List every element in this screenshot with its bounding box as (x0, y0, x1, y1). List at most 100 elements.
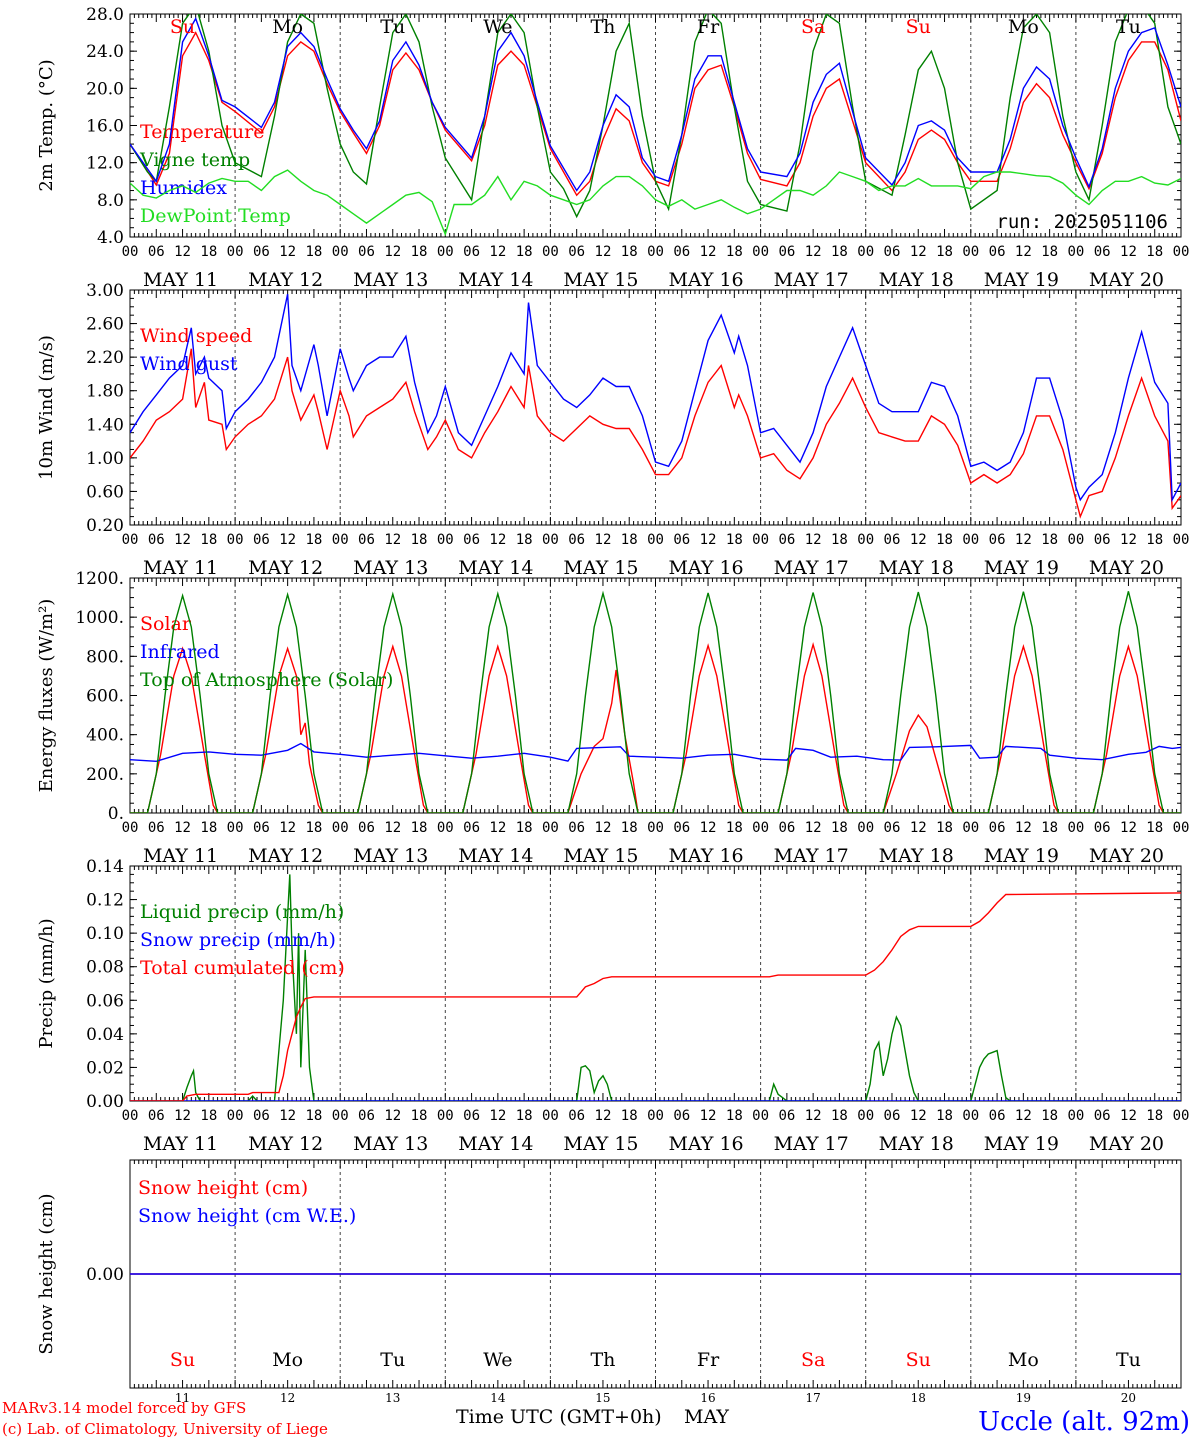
x-hour-label: 18 (200, 1108, 217, 1124)
x-hour-label: 18 (516, 1108, 533, 1124)
legend-entry: DewPoint Temp (140, 205, 291, 227)
x-hour-label: 18 (1146, 1108, 1163, 1124)
x-hour-label: 00 (647, 244, 664, 260)
x-hour-label: 00 (752, 532, 769, 548)
y-tick-label: 0.20 (86, 516, 124, 536)
x-day-label: MAY 11 (143, 269, 218, 291)
x-hour-label: 12 (1120, 1108, 1137, 1124)
x-hour-label: 12 (700, 1108, 717, 1124)
series-line-liquid-precip-mm-h- (130, 874, 1181, 1101)
x-hour-label: 18 (411, 244, 428, 260)
legend-entry: Snow height (cm) (138, 1177, 308, 1199)
y-tick-label: 0.14 (86, 857, 124, 877)
x-hour-label: 12 (1120, 244, 1137, 260)
x-day-label: MAY 17 (774, 557, 849, 579)
weekday-label: Fr (697, 16, 720, 38)
x-hour-label: 06 (568, 532, 585, 548)
x-hour-label: 00 (752, 1108, 769, 1124)
x-hour-label: 18 (1041, 244, 1058, 260)
x-day-label: MAY 12 (248, 1133, 323, 1155)
legend-entry: Solar (140, 613, 192, 635)
y-tick-label: 0.06 (86, 991, 124, 1011)
weekday-label: We (483, 1349, 512, 1371)
x-day-label: MAY 19 (984, 269, 1059, 291)
x-hour-label: 18 (1041, 1108, 1058, 1124)
x-hour-label: 00 (122, 532, 139, 548)
x-hour-label: 12 (174, 1108, 191, 1124)
x-hour-label: 18 (936, 532, 953, 548)
x-day-label: MAY 15 (563, 269, 638, 291)
x-day-label: MAY 16 (668, 845, 743, 867)
x-hour-label: 06 (673, 532, 690, 548)
day-number-label: 17 (806, 1391, 821, 1405)
x-hour-label: 06 (778, 820, 795, 836)
series-line-temperature (130, 31, 1181, 197)
x-hour-label: 18 (831, 532, 848, 548)
series-line-total-cumulated-cm- (130, 892, 1181, 1101)
x-hour-label: 12 (910, 532, 927, 548)
x-hour-label: 00 (227, 1108, 244, 1124)
x-hour-label: 00 (857, 820, 874, 836)
day-number-label: 18 (911, 1391, 926, 1405)
x-day-label: MAY 18 (879, 557, 954, 579)
y-tick-label: 4.0 (97, 228, 124, 248)
y-tick-label: 0.60 (86, 482, 124, 502)
x-hour-label: 06 (253, 1108, 270, 1124)
y-tick-label: 0.08 (86, 958, 124, 978)
weekday-label: Tu (1116, 16, 1141, 38)
x-hour-label: 18 (1041, 532, 1058, 548)
y-tick-label: 0.10 (86, 924, 124, 944)
day-number-label: 20 (1121, 1391, 1136, 1405)
x-day-label: MAY 13 (353, 269, 428, 291)
y-axis-label: 10m Wind (m/s) (36, 335, 57, 480)
x-day-label: MAY 14 (458, 557, 533, 579)
x-hour-label: 18 (936, 244, 953, 260)
x-hour-label: 00 (1173, 820, 1190, 836)
x-hour-label: 18 (200, 820, 217, 836)
x-hour-label: 12 (1015, 1108, 1032, 1124)
legend-entry: Wind speed (140, 325, 252, 347)
x-hour-label: 18 (936, 1108, 953, 1124)
x-hour-label: 12 (910, 820, 927, 836)
x-hour-label: 00 (1173, 532, 1190, 548)
legend-entry: Snow height (cm W.E.) (138, 1205, 356, 1227)
x-day-label: MAY 20 (1089, 1133, 1164, 1155)
x-hour-label: 12 (700, 532, 717, 548)
y-tick-label: 2.20 (86, 348, 124, 368)
legend-entry: Temperature (140, 121, 264, 143)
x-hour-label: 12 (279, 532, 296, 548)
y-tick-label: 16.0 (86, 117, 124, 137)
series-line-dewpoint-temp (130, 169, 1181, 237)
x-hour-label: 00 (122, 1108, 139, 1124)
legend-entry: Liquid precip (mm/h) (140, 901, 344, 923)
x-hour-label: 18 (305, 1108, 322, 1124)
y-tick-label: 0.12 (86, 891, 124, 911)
x-hour-label: 18 (831, 1108, 848, 1124)
x-hour-label: 12 (174, 820, 191, 836)
x-hour-label: 00 (332, 532, 349, 548)
weekday-label: Su (170, 16, 195, 38)
x-hour-label: 12 (910, 244, 927, 260)
x-hour-label: 06 (463, 1108, 480, 1124)
day-number-label: 19 (1016, 1391, 1031, 1405)
x-hour-label: 00 (122, 820, 139, 836)
x-hour-label: 12 (489, 244, 506, 260)
weekday-label: We (483, 16, 512, 38)
x-axis-month: MAY (684, 1406, 729, 1428)
series-line-solar (130, 641, 1181, 813)
x-hour-label: 18 (516, 820, 533, 836)
x-day-label: MAY 15 (563, 1133, 638, 1155)
x-hour-label: 00 (542, 244, 559, 260)
x-hour-label: 00 (542, 820, 559, 836)
x-day-label: MAY 13 (353, 557, 428, 579)
x-hour-label: 12 (805, 532, 822, 548)
x-hour-label: 06 (358, 532, 375, 548)
x-hour-label: 12 (1015, 820, 1032, 836)
series-line-humidex (130, 16, 1181, 192)
x-hour-label: 18 (621, 1108, 638, 1124)
x-day-label: MAY 16 (668, 557, 743, 579)
x-hour-label: 18 (200, 244, 217, 260)
weekday-label: Tu (380, 1349, 405, 1371)
x-hour-label: 06 (1094, 1108, 1111, 1124)
x-hour-label: 12 (700, 244, 717, 260)
